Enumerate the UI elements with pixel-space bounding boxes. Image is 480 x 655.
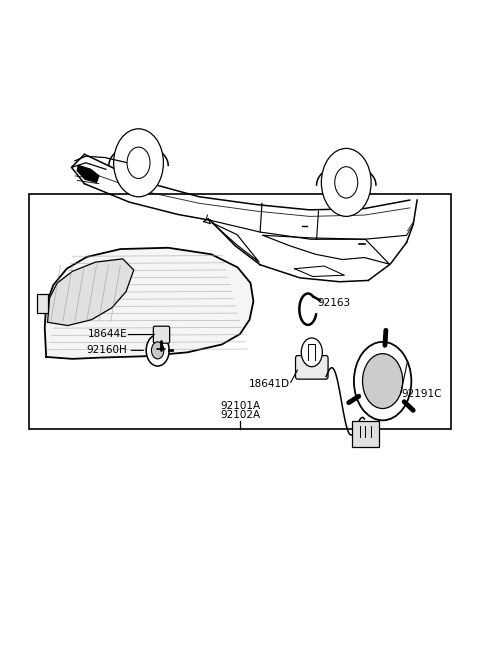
- FancyBboxPatch shape: [154, 326, 169, 343]
- Circle shape: [301, 338, 323, 367]
- FancyBboxPatch shape: [351, 421, 379, 447]
- FancyBboxPatch shape: [296, 356, 328, 379]
- Text: 92102A: 92102A: [220, 410, 260, 421]
- Text: 92163: 92163: [318, 297, 351, 308]
- Polygon shape: [77, 166, 99, 182]
- Text: 18641D: 18641D: [249, 379, 290, 388]
- Polygon shape: [45, 248, 253, 359]
- FancyBboxPatch shape: [36, 293, 48, 313]
- Circle shape: [335, 167, 358, 198]
- Circle shape: [354, 342, 411, 421]
- Text: 92191C: 92191C: [402, 389, 442, 399]
- Circle shape: [322, 149, 371, 216]
- Circle shape: [127, 147, 150, 178]
- Circle shape: [114, 129, 163, 196]
- Circle shape: [146, 335, 169, 366]
- Polygon shape: [48, 259, 134, 326]
- FancyBboxPatch shape: [29, 193, 451, 429]
- Circle shape: [362, 354, 403, 409]
- Text: 92160H: 92160H: [87, 345, 128, 356]
- Text: 92101A: 92101A: [220, 401, 260, 411]
- Circle shape: [152, 342, 164, 359]
- Text: 18644E: 18644E: [88, 329, 128, 339]
